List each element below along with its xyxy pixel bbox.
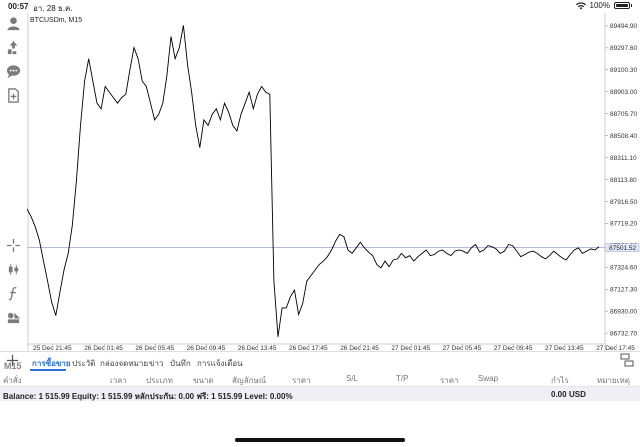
y-tick-label: 88903.00 (610, 89, 637, 96)
tab-trade[interactable]: การซื้อขาย (32, 359, 71, 368)
price-series-line (27, 25, 600, 337)
status-time: 00:57 (8, 2, 29, 11)
home-indicator (235, 438, 405, 442)
y-tick-label: 86930.00 (610, 308, 637, 315)
col-comment: หมายเหตุ (597, 376, 630, 385)
x-tick-label: 26 Dec 01:45 (84, 345, 123, 351)
col-type: ประเภท (146, 376, 173, 385)
y-tick-label: 89297.60 (610, 45, 637, 52)
col-price: ราคา (292, 376, 311, 385)
col-sl: S/L (346, 374, 359, 383)
col-current-price: ราคา (440, 376, 459, 385)
tab-mailbox[interactable]: กล่องจดหมาย (100, 359, 149, 368)
wifi-icon (575, 1, 586, 9)
x-tick-label: 27 Dec 17:45 (596, 345, 635, 351)
orders-column-headers: คำสั่ง เวลา ประเภท ขนาด สัญลักษณ์ ราคา S… (0, 371, 640, 387)
x-tick-label: 26 Dec 17:45 (289, 345, 328, 351)
status-right: 100% (575, 1, 632, 10)
y-tick-label: 88311.10 (610, 155, 637, 162)
tab-history[interactable]: ประวัติ (72, 359, 96, 368)
panel-icon[interactable] (620, 353, 634, 367)
current-price-label: 87501.52 (609, 245, 636, 252)
active-tab-indicator (30, 369, 66, 371)
col-order: คำสั่ง (3, 376, 22, 385)
col-tp: T/P (396, 374, 409, 383)
y-tick-label: 86732.70 (610, 330, 637, 337)
y-tick-label: 88705.70 (610, 111, 637, 118)
x-tick-label: 26 Dec 09:45 (187, 345, 226, 351)
x-tick-label: 27 Dec 13:45 (545, 345, 584, 351)
trade-icon[interactable] (5, 39, 22, 56)
x-tick-label: 25 Dec 21:45 (33, 345, 72, 351)
status-bar: 00:57 อา. 28 ธ.ค. 100% (0, 0, 640, 13)
plus-icon[interactable] (5, 353, 22, 370)
y-tick-label: 89100.30 (610, 67, 637, 74)
y-tick-label: 87916.50 (610, 199, 637, 206)
y-tick-label: 89494.90 (610, 23, 637, 30)
y-tick-label: 87127.30 (610, 287, 637, 294)
x-tick-label: 27 Dec 05:45 (443, 345, 482, 351)
chat-icon[interactable] (5, 63, 22, 80)
tab-journal[interactable]: บันทึก (170, 359, 191, 368)
x-tick-label: 26 Dec 13:45 (238, 345, 277, 351)
function-icon[interactable] (5, 285, 22, 302)
x-tick-label: 27 Dec 09:45 (494, 345, 533, 351)
x-tick-label: 27 Dec 01:45 (391, 345, 430, 351)
balance-currency: USD (569, 390, 586, 399)
status-date: อา. 28 ธ.ค. (33, 4, 73, 13)
crosshair-icon[interactable] (5, 237, 22, 254)
balance-text: Balance: 1 515.99 Equity: 1 515.99 หลักป… (3, 392, 293, 401)
col-time: เวลา (110, 376, 127, 385)
battery-percent: 100% (589, 1, 610, 10)
balance-bar: Balance: 1 515.99 Equity: 1 515.99 หลักป… (0, 387, 640, 401)
tab-alerts[interactable]: การแจ้งเตือน (197, 359, 243, 368)
candles-icon[interactable] (5, 261, 22, 278)
col-profit: กำไร (551, 376, 569, 385)
balance-profit: 0.00 (551, 390, 567, 399)
tab-news[interactable]: ข่าว (149, 359, 164, 368)
user-icon[interactable] (5, 15, 22, 32)
y-tick-label: 87719.20 (610, 221, 637, 228)
objects-icon[interactable] (5, 309, 22, 326)
current-price-tag (604, 243, 640, 252)
battery-icon (614, 2, 630, 9)
chart-title: BTCUSDm, M15 (30, 17, 82, 24)
y-tick-label: 87324.60 (610, 265, 637, 272)
col-swap: Swap (478, 374, 499, 383)
y-tick-label: 88113.80 (610, 177, 637, 184)
left-toolbar: M15 (0, 13, 27, 371)
terminal-tabs: การซื้อขาย ประวัติ กล่องจดหมาย ข่าว บันท… (0, 351, 640, 371)
col-symbol: สัญลักษณ์ (232, 376, 267, 385)
price-chart[interactable]: BTCUSDm, M15 89494.90 89297.60 89100.30 889… (27, 13, 640, 351)
x-tick-label: 26 Dec 21:45 (340, 345, 379, 351)
y-tick-label: 88508.40 (610, 133, 637, 140)
add-indicator-icon[interactable] (5, 87, 22, 104)
x-tick-label: 26 Dec 05:45 (135, 345, 174, 351)
col-volume: ขนาด (193, 376, 214, 385)
